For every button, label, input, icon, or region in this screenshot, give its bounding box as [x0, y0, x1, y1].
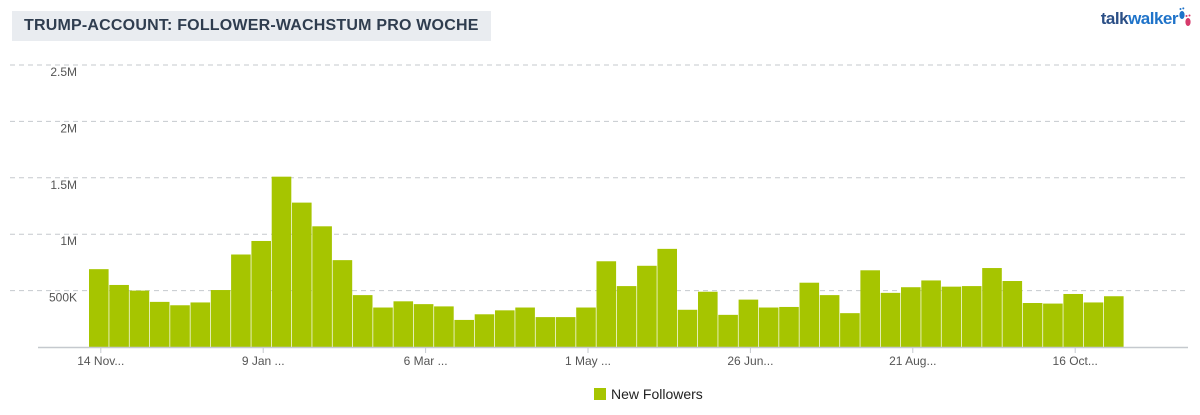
bar — [779, 306, 799, 347]
logo-text-prefix: talk — [1100, 9, 1129, 28]
bar — [454, 319, 474, 347]
bar — [840, 313, 860, 347]
x-tick-label: 14 Nov... — [77, 354, 124, 368]
bar — [1083, 302, 1104, 347]
bar — [1022, 303, 1043, 347]
bar — [190, 302, 211, 347]
bar — [231, 254, 251, 347]
y-tick-label: 1M — [60, 234, 77, 248]
bar — [149, 301, 170, 347]
bar — [89, 269, 109, 347]
bar — [758, 307, 779, 347]
bar — [901, 287, 921, 347]
bar — [271, 176, 292, 347]
chart-title: TRUMP-ACCOUNT: FOLLOWER-WACHSTUM PRO WOC… — [24, 17, 479, 34]
bar — [1002, 281, 1023, 347]
bar — [535, 317, 556, 347]
x-tick-label: 9 Jan ... — [242, 354, 285, 368]
bar — [312, 226, 332, 347]
footprints-icon — [1179, 7, 1191, 26]
bar — [576, 307, 596, 347]
x-tick-label: 6 Mar ... — [404, 354, 448, 368]
bar — [596, 261, 617, 347]
bar — [352, 295, 373, 347]
bar — [819, 295, 840, 347]
bar — [1043, 303, 1063, 347]
bar — [982, 268, 1002, 347]
legend-label: New Followers — [611, 386, 703, 402]
bar — [1063, 293, 1083, 347]
logo-text: talkwalker — [1100, 6, 1179, 32]
bar — [474, 314, 495, 347]
bar — [698, 291, 718, 347]
talkwalker-logo: talkwalker — [1101, 6, 1192, 32]
bar — [109, 284, 129, 347]
bar — [677, 309, 698, 347]
bar — [616, 286, 637, 347]
bar — [495, 310, 515, 347]
bar — [292, 202, 312, 347]
bar — [718, 314, 738, 347]
bar — [961, 286, 982, 347]
x-tick-label: 26 Jun... — [727, 354, 773, 368]
bar — [657, 248, 677, 347]
bar — [1104, 296, 1124, 347]
bar — [434, 306, 454, 347]
bar — [860, 270, 880, 347]
bar — [393, 301, 414, 347]
bar — [210, 290, 231, 347]
bar — [738, 299, 759, 347]
bar — [555, 317, 576, 347]
x-tick-label: 1 May ... — [565, 354, 611, 368]
legend[interactable]: New Followers — [594, 386, 703, 402]
bar — [413, 304, 434, 347]
y-tick-label: 1.5M — [50, 178, 77, 192]
bar — [941, 286, 962, 347]
bar — [921, 280, 941, 347]
bar — [637, 265, 657, 347]
bar — [129, 290, 150, 347]
bar — [170, 305, 190, 347]
bar — [373, 307, 393, 347]
legend-swatch — [594, 388, 606, 400]
x-tick-label: 16 Oct... — [1053, 354, 1098, 368]
chart-title-box: TRUMP-ACCOUNT: FOLLOWER-WACHSTUM PRO WOC… — [12, 11, 491, 41]
bar — [515, 307, 535, 347]
bar — [251, 240, 271, 347]
bar — [799, 282, 820, 347]
logo-text-suffix: walker — [1128, 9, 1178, 28]
y-tick-label: 500K — [49, 291, 77, 305]
bar — [332, 260, 353, 347]
y-tick-label: 2M — [60, 121, 77, 135]
x-tick-label: 21 Aug... — [889, 354, 936, 368]
bar — [880, 292, 901, 347]
y-tick-label: 2.5M — [50, 65, 77, 79]
